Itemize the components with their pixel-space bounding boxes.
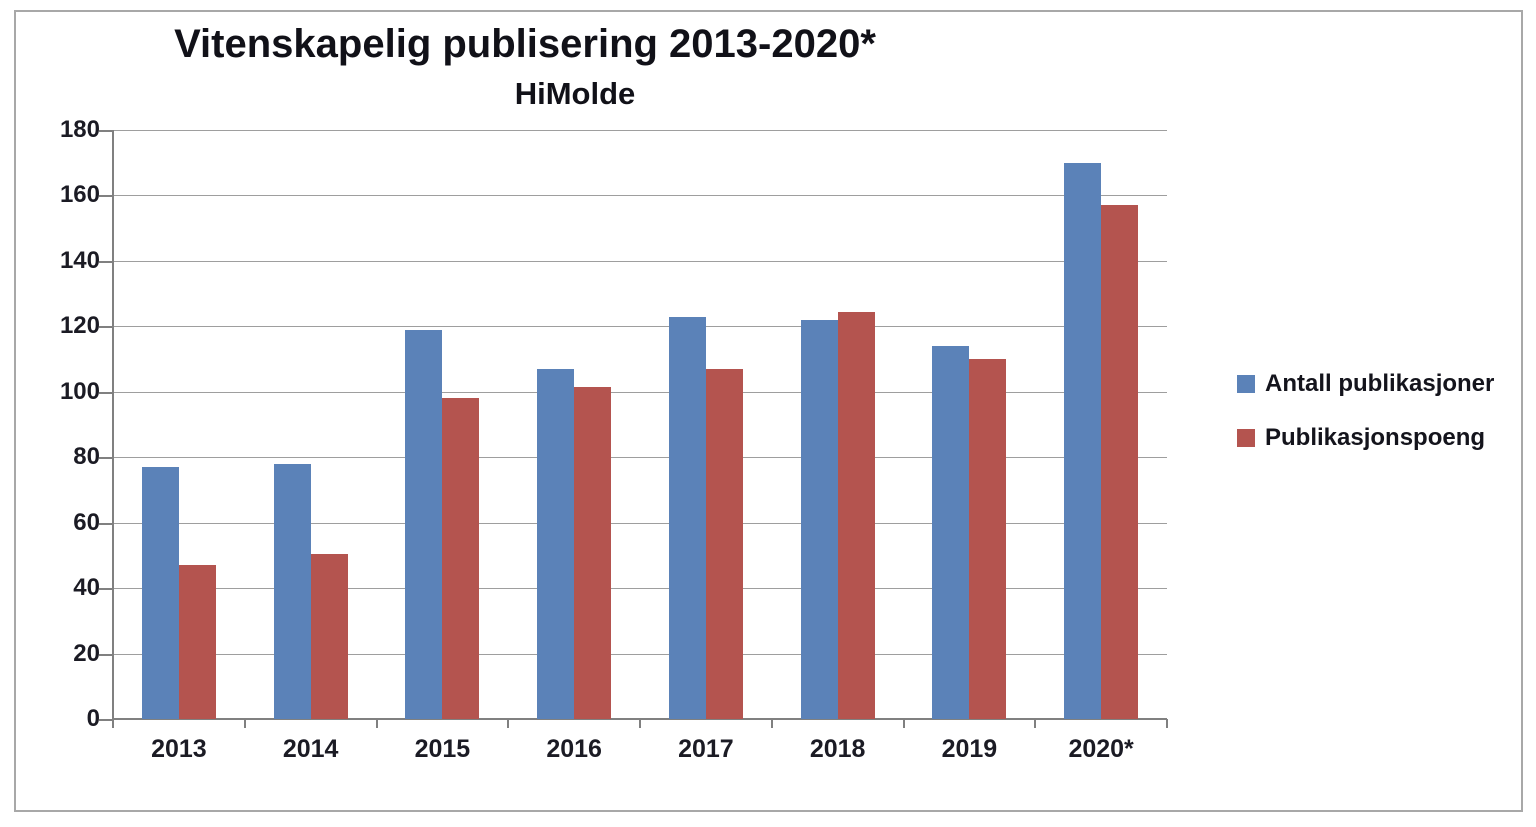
x-tick-mark — [375, 719, 378, 728]
legend: Antall publikasjoner Publikasjonspoeng — [1237, 370, 1494, 478]
gridline — [113, 457, 1167, 459]
bar-antall-publikasjoner-2020* — [1064, 162, 1102, 719]
gridline — [113, 326, 1167, 328]
x-tick-mark — [1166, 719, 1168, 728]
bar-antall-publikasjoner-2017 — [668, 316, 706, 719]
gridline — [113, 195, 1167, 197]
legend-item: Publikasjonspoeng — [1237, 424, 1494, 452]
y-tick-mark — [99, 195, 113, 198]
y-tick-mark — [99, 326, 113, 329]
bar-publikasjonspoeng-2016 — [574, 386, 612, 719]
y-tick-label: 180 — [59, 116, 100, 143]
bar-antall-publikasjoner-2016 — [537, 368, 575, 719]
y-tick-mark — [99, 653, 113, 656]
legend-label: Antall publikasjoner — [1265, 370, 1495, 397]
bar-publikasjonspoeng-2017 — [705, 368, 743, 719]
x-category-label: 2015 — [414, 735, 471, 763]
y-tick-mark — [99, 130, 113, 132]
gridline — [113, 653, 1167, 655]
legend-swatch-red — [1237, 429, 1255, 447]
y-tick-label: 40 — [73, 574, 100, 602]
x-tick-mark — [902, 719, 905, 728]
y-tick-label: 120 — [59, 312, 100, 340]
legend-label: Publikasjonspoeng — [1265, 424, 1486, 451]
chart-subtitle: HiMolde — [514, 76, 636, 111]
gridline — [113, 130, 1167, 131]
y-tick-mark — [99, 522, 113, 525]
x-category-label: 2018 — [809, 735, 866, 763]
y-tick-label: 160 — [59, 181, 100, 209]
bar-publikasjonspoeng-2013 — [178, 565, 216, 719]
y-tick-label: 0 — [86, 705, 100, 732]
y-tick-label: 20 — [73, 639, 100, 667]
y-tick-label: 80 — [73, 443, 100, 471]
x-category-label: 2019 — [941, 735, 998, 763]
bar-antall-publikasjoner-2019 — [932, 345, 970, 719]
bar-antall-publikasjoner-2018 — [800, 319, 838, 719]
y-tick-mark — [99, 457, 113, 460]
gridline — [113, 260, 1167, 262]
bar-publikasjonspoeng-2018 — [837, 311, 875, 719]
bar-publikasjonspoeng-2014 — [310, 553, 348, 719]
chart-outer-border — [14, 10, 1523, 812]
x-tick-mark — [243, 719, 246, 728]
bar-antall-publikasjoner-2013 — [141, 467, 179, 719]
y-tick-mark — [99, 588, 113, 591]
y-tick-label: 100 — [59, 377, 100, 405]
x-tick-mark — [639, 719, 641, 728]
x-tick-mark — [1034, 719, 1037, 728]
x-tick-mark — [112, 719, 114, 728]
bar-publikasjonspoeng-2020* — [1101, 205, 1139, 719]
bar-publikasjonspoeng-2019 — [969, 359, 1007, 719]
bar-antall-publikasjoner-2015 — [405, 329, 443, 719]
gridline — [113, 522, 1167, 524]
chart-title: Vitenskapelig publisering 2013-2020* — [174, 22, 876, 66]
gridline — [113, 588, 1167, 590]
legend-item: Antall publikasjoner — [1237, 370, 1494, 398]
bar-antall-publikasjoner-2014 — [273, 463, 311, 719]
y-tick-mark — [99, 391, 113, 394]
bar-publikasjonspoeng-2015 — [442, 398, 480, 719]
x-category-label: 2013 — [151, 735, 207, 763]
y-tick-mark — [99, 719, 113, 721]
x-tick-mark — [770, 719, 773, 728]
y-tick-label: 140 — [59, 246, 100, 274]
y-tick-mark — [99, 260, 113, 263]
x-tick-mark — [507, 719, 510, 728]
y-axis-line — [112, 130, 114, 727]
y-tick-label: 60 — [73, 508, 100, 536]
plot-area — [99, 130, 1168, 728]
x-category-label: 2016 — [546, 735, 602, 763]
gridline — [113, 391, 1167, 393]
x-category-label: 2020* — [1068, 735, 1134, 763]
legend-swatch-blue — [1237, 375, 1255, 393]
x-category-label: 2017 — [678, 735, 734, 763]
x-category-label: 2014 — [282, 735, 339, 763]
